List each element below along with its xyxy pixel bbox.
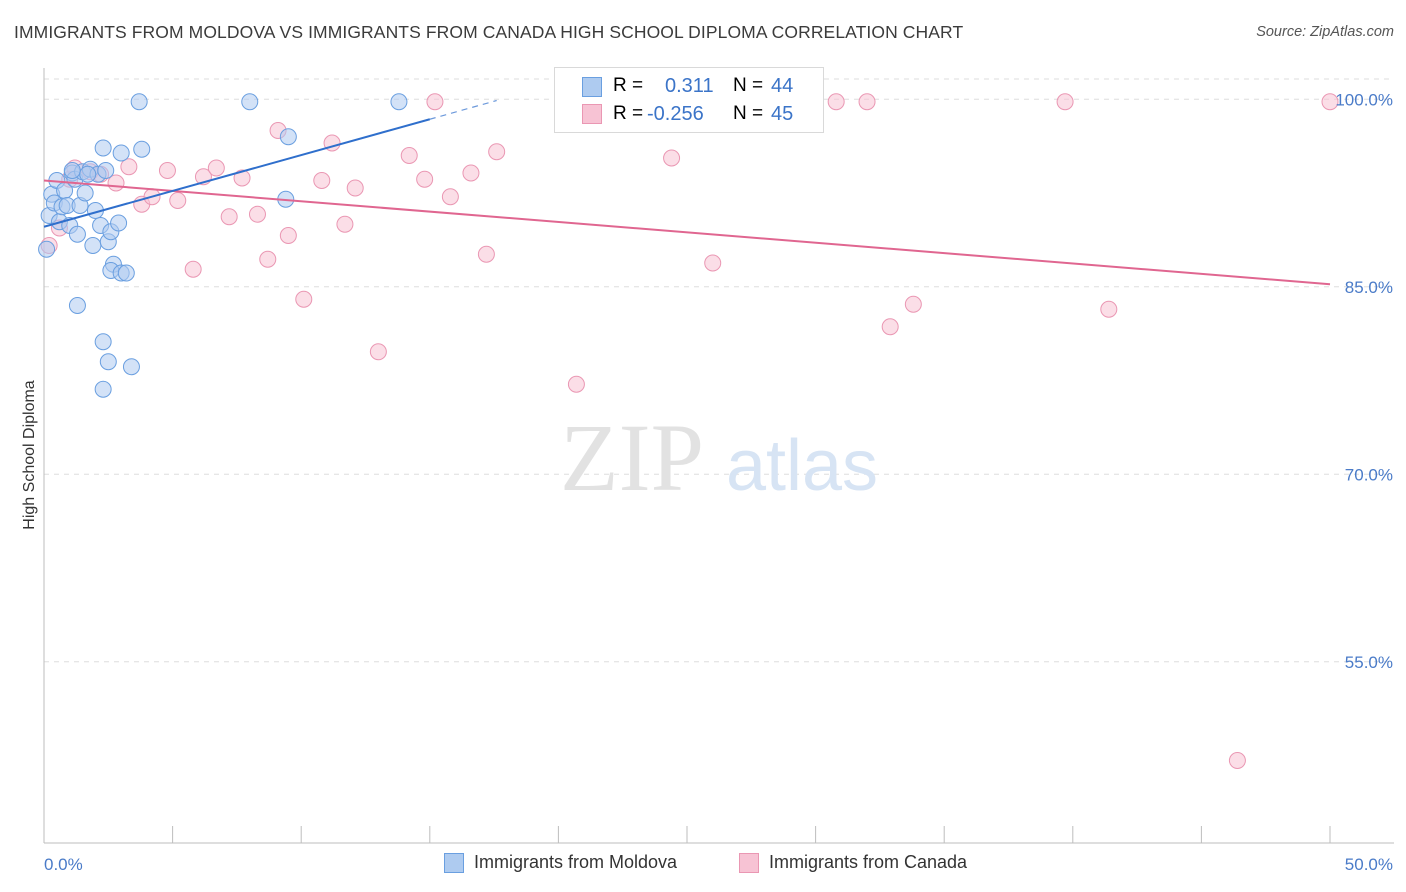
- canada-point: [441, 188, 459, 206]
- canada-point: [881, 318, 899, 336]
- legend-r-value-canada: -0.256: [647, 103, 704, 125]
- series-legend-canada: Immigrants from Canada: [739, 852, 967, 873]
- canada-point: [400, 147, 418, 164]
- canada-point: [663, 149, 681, 167]
- moldova-point: [38, 240, 56, 258]
- moldova-point: [241, 93, 259, 111]
- legend-swatch-canada: [582, 104, 602, 124]
- moldova-point: [68, 297, 86, 314]
- legend-r-label-canada: R =: [613, 103, 644, 124]
- legend-n-label-canada: N =: [733, 103, 764, 124]
- moldova-point: [390, 93, 408, 111]
- series-legend-swatch-moldova: [444, 852, 464, 873]
- canada-point: [462, 164, 480, 182]
- canada-point: [169, 192, 187, 209]
- canada-point: [567, 375, 585, 393]
- moldova-point: [94, 139, 112, 157]
- canada-point: [120, 158, 138, 176]
- moldova-point: [130, 93, 148, 111]
- canada-point: [248, 205, 266, 223]
- moldova-point: [79, 165, 97, 183]
- moldova-point: [84, 237, 102, 254]
- canada-point: [233, 169, 251, 187]
- legend-r-value-moldova: 0.311: [665, 75, 714, 97]
- y-tick-label: 85.0%: [1345, 278, 1393, 297]
- canada-point: [220, 208, 238, 226]
- y-axis-label: High School Diploma: [21, 380, 38, 530]
- moldova-point: [94, 380, 112, 398]
- moldova-trend-line: [43, 118, 431, 228]
- canada-point: [369, 343, 387, 361]
- canada-point: [1100, 300, 1118, 318]
- legend-n-label-moldova: N =: [733, 75, 764, 96]
- canada-point: [158, 162, 176, 179]
- moldova-point: [68, 225, 86, 243]
- legend-n-value-moldova: 44: [771, 75, 794, 97]
- canada-point: [704, 254, 722, 272]
- moldova-point: [279, 128, 297, 146]
- moldova-point: [133, 140, 151, 158]
- canada-point: [426, 93, 444, 111]
- source-label: Source: ZipAtlas.com: [1256, 24, 1394, 40]
- legend-n-value-canada: 45: [771, 103, 794, 125]
- canada-point: [184, 260, 202, 278]
- series-legend-label-moldova: Immigrants from Moldova: [474, 852, 678, 872]
- moldova-point: [99, 353, 117, 371]
- grid-lines: [44, 78, 1394, 663]
- canada-point: [313, 172, 331, 189]
- moldova-trend-extension: [429, 99, 497, 120]
- canada-point: [1321, 93, 1339, 111]
- series-legend-swatch-canada: [739, 852, 759, 873]
- tick-labels: 55.0% 70.0% 85.0% 100.0% 0.0% 50.0%: [44, 90, 1393, 874]
- chart-title: IMMIGRANTS FROM MOLDOVA VS IMMIGRANTS FR…: [14, 22, 964, 42]
- moldova-point: [112, 144, 130, 162]
- canada-point: [827, 93, 845, 111]
- canada-point: [904, 295, 922, 313]
- canada-point: [858, 93, 876, 111]
- canada-point: [477, 245, 495, 263]
- moldova-point: [122, 358, 140, 376]
- stats-legend: R = 0.311 N = 44 R = -0.256 N = 45: [554, 67, 824, 133]
- moldova-point: [110, 214, 128, 232]
- canada-point: [259, 250, 277, 268]
- canada-point: [336, 215, 354, 233]
- x-tick-label-min: 0.0%: [44, 855, 83, 874]
- y-tick-label: 100.0%: [1335, 90, 1393, 109]
- canada-trend-line: [43, 179, 1331, 286]
- watermark-atlas: atlas: [726, 426, 878, 506]
- canada-point: [346, 179, 364, 197]
- canada-point: [488, 143, 506, 161]
- legend-swatch-moldova: [582, 77, 602, 97]
- canada-point: [1056, 93, 1074, 111]
- moldova-point: [94, 333, 112, 351]
- canada-point: [416, 170, 434, 188]
- watermark: ZIP atlas: [560, 404, 878, 511]
- canada-point: [207, 159, 225, 177]
- series-legend-label-canada: Immigrants from Canada: [769, 852, 968, 872]
- moldova-point: [117, 264, 135, 282]
- y-tick-label: 55.0%: [1345, 653, 1393, 672]
- legend-r-label-moldova: R =: [613, 75, 644, 96]
- y-tick-label: 70.0%: [1345, 465, 1393, 484]
- canada-point: [279, 227, 297, 244]
- moldova-point: [63, 162, 81, 179]
- x-tick-label-max: 50.0%: [1345, 855, 1393, 874]
- trend-lines: [43, 99, 1331, 286]
- watermark-zip: ZIP: [560, 404, 704, 511]
- canada-point: [1228, 752, 1246, 769]
- series-legend-moldova: Immigrants from Moldova: [444, 852, 677, 873]
- moldova-point: [76, 184, 94, 202]
- moldova-points: [38, 93, 408, 398]
- canada-point: [295, 290, 313, 308]
- moldova-point: [97, 162, 115, 179]
